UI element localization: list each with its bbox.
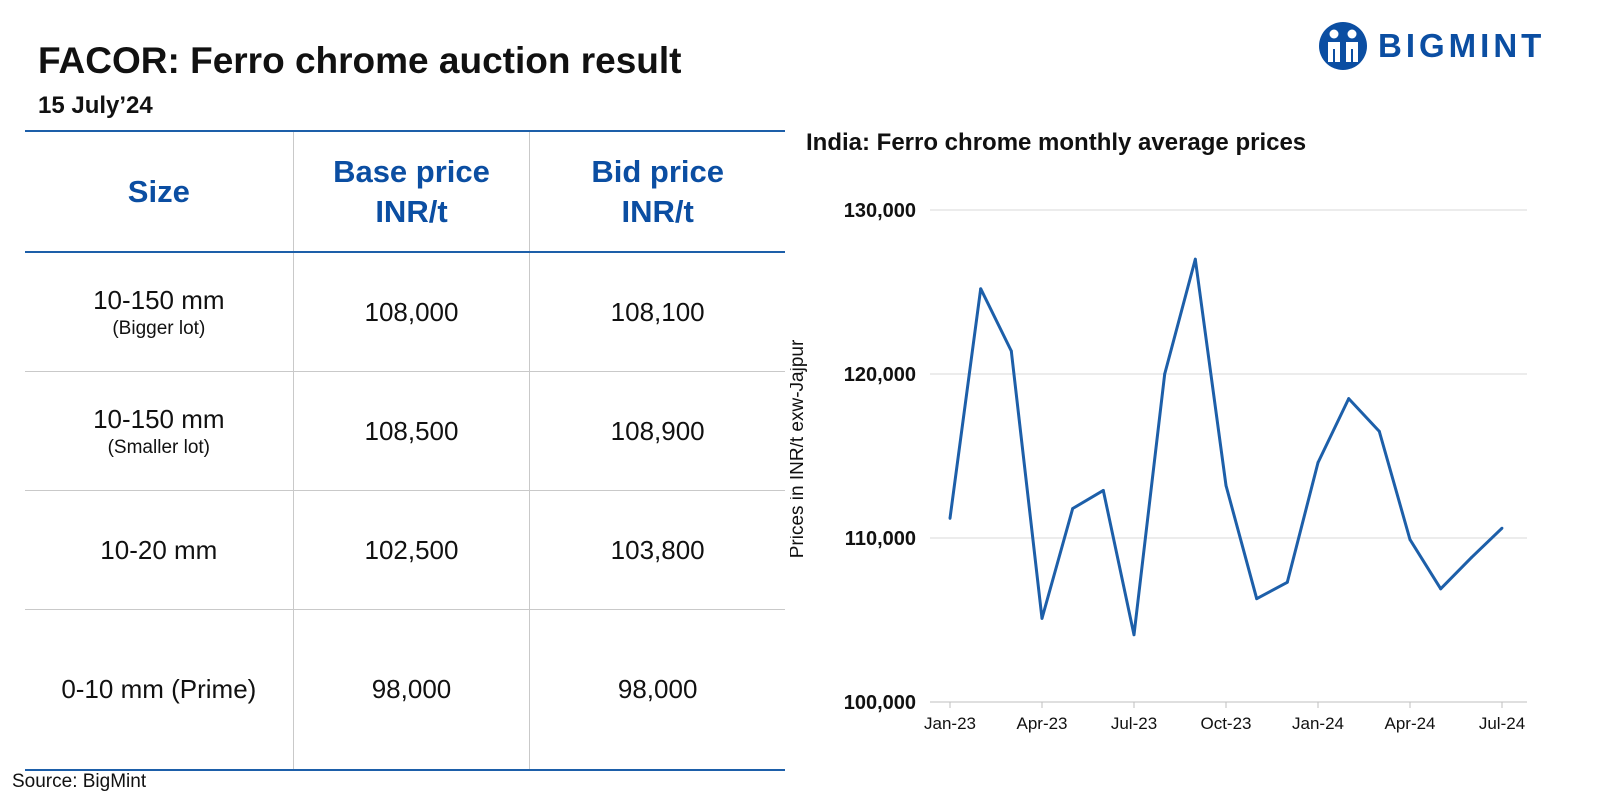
data-point — [1408, 538, 1412, 542]
size-cell: 10-20 mm — [25, 491, 294, 609]
source-note: Source: BigMint — [12, 771, 147, 792]
header-size: Size — [25, 132, 294, 251]
size-value: 0-10 mm (Prime) — [61, 674, 257, 704]
size-value: 10-150 mm — [93, 284, 225, 315]
base-price-cell: 108,500 — [294, 372, 531, 490]
size-note: (Smaller lot) — [107, 436, 211, 458]
table-row: 0-10 mm (Prime) 98,000 98,000 — [25, 610, 785, 771]
data-point — [1163, 372, 1167, 376]
base-price-cell: 102,500 — [294, 491, 531, 609]
data-point — [1255, 597, 1259, 601]
data-point — [1469, 556, 1473, 560]
bid-price-cell: 108,900 — [610, 415, 705, 446]
header-size-label: Size — [127, 173, 190, 209]
size-cell: 0-10 mm (Prime) — [25, 610, 294, 769]
data-point — [1193, 257, 1197, 261]
page-title: FACOR: Ferro chrome auction result — [38, 40, 682, 81]
size-note: (Bigger lot) — [112, 317, 206, 339]
y-tick-label: 110,000 — [845, 528, 916, 550]
bid-price-cell: 103,800 — [610, 534, 705, 565]
table-row: 10-20 mm 102,500 103,800 — [25, 491, 785, 610]
data-point — [1316, 461, 1320, 464]
header-bid-price-unit: INR/t — [621, 193, 694, 229]
x-tick-label: Apr-23 — [1016, 714, 1067, 733]
data-point — [1132, 633, 1136, 637]
bid-price-cell: 108,100 — [610, 296, 705, 327]
header-base-price: Base price INR/t — [294, 132, 531, 251]
y-axis-title: Prices in INR/t exw-Jajpur — [790, 339, 808, 558]
data-point — [948, 516, 952, 520]
auction-table: Size Base price INR/t Bid price INR/t 10… — [25, 130, 785, 771]
x-tick-label: Jan-24 — [1292, 714, 1344, 733]
data-point — [1009, 349, 1013, 353]
brand-logo: BIGMINT — [1318, 18, 1588, 74]
x-tick-label: Oct-23 — [1200, 714, 1251, 733]
data-point — [1040, 616, 1044, 620]
x-tick-label: Jan-23 — [924, 714, 976, 733]
table-row: 10-150 mm (Smaller lot) 108,500 108,900 — [25, 372, 785, 491]
price-series-line — [948, 257, 1504, 637]
base-price-cell: 108,000 — [294, 253, 531, 371]
header-base-price-label: Base price — [333, 153, 490, 189]
brand-name: BIGMINT — [1378, 27, 1546, 64]
y-tick-label: 120,000 — [844, 364, 916, 386]
chart-title: India: Ferro chrome monthly average pric… — [806, 129, 1307, 156]
size-value: 10-150 mm — [93, 403, 225, 434]
bid-price-cell: 98,000 — [617, 674, 698, 704]
base-price-cell: 98,000 — [294, 610, 531, 769]
header-bid-price-label: Bid price — [591, 153, 724, 189]
auction-date: 15 July’24 — [38, 92, 153, 119]
data-point — [1500, 526, 1504, 530]
table-row: 10-150 mm (Bigger lot) 108,000 108,100 — [25, 253, 785, 372]
data-point — [1285, 580, 1289, 584]
size-value: 10-20 mm — [100, 534, 218, 565]
x-tick-label: Jul-23 — [1111, 714, 1157, 733]
size-cell: 10-150 mm (Bigger lot) — [25, 253, 294, 371]
y-tick-label: 100,000 — [844, 692, 916, 714]
price-line-chart: 100,000 110,000 120,000 130,000 Jan-23 Apr-23… — [790, 200, 1527, 733]
header-bid-price: Bid price INR/t — [530, 132, 785, 251]
data-point — [979, 287, 983, 291]
data-point — [1101, 489, 1105, 492]
bigmint-logo-icon — [1319, 22, 1367, 70]
data-point — [1224, 484, 1228, 487]
size-cell: 10-150 mm (Smaller lot) — [25, 372, 294, 490]
header-base-price-unit: INR/t — [375, 193, 448, 229]
data-point — [1377, 430, 1381, 433]
y-tick-label: 130,000 — [844, 200, 916, 222]
data-point — [1071, 507, 1075, 510]
table-header-row: Size Base price INR/t Bid price INR/t — [25, 130, 785, 253]
x-tick-label: Jul-24 — [1479, 714, 1525, 733]
data-point — [1439, 587, 1443, 591]
x-tick-label: Apr-24 — [1384, 714, 1435, 733]
data-point — [1347, 397, 1351, 400]
